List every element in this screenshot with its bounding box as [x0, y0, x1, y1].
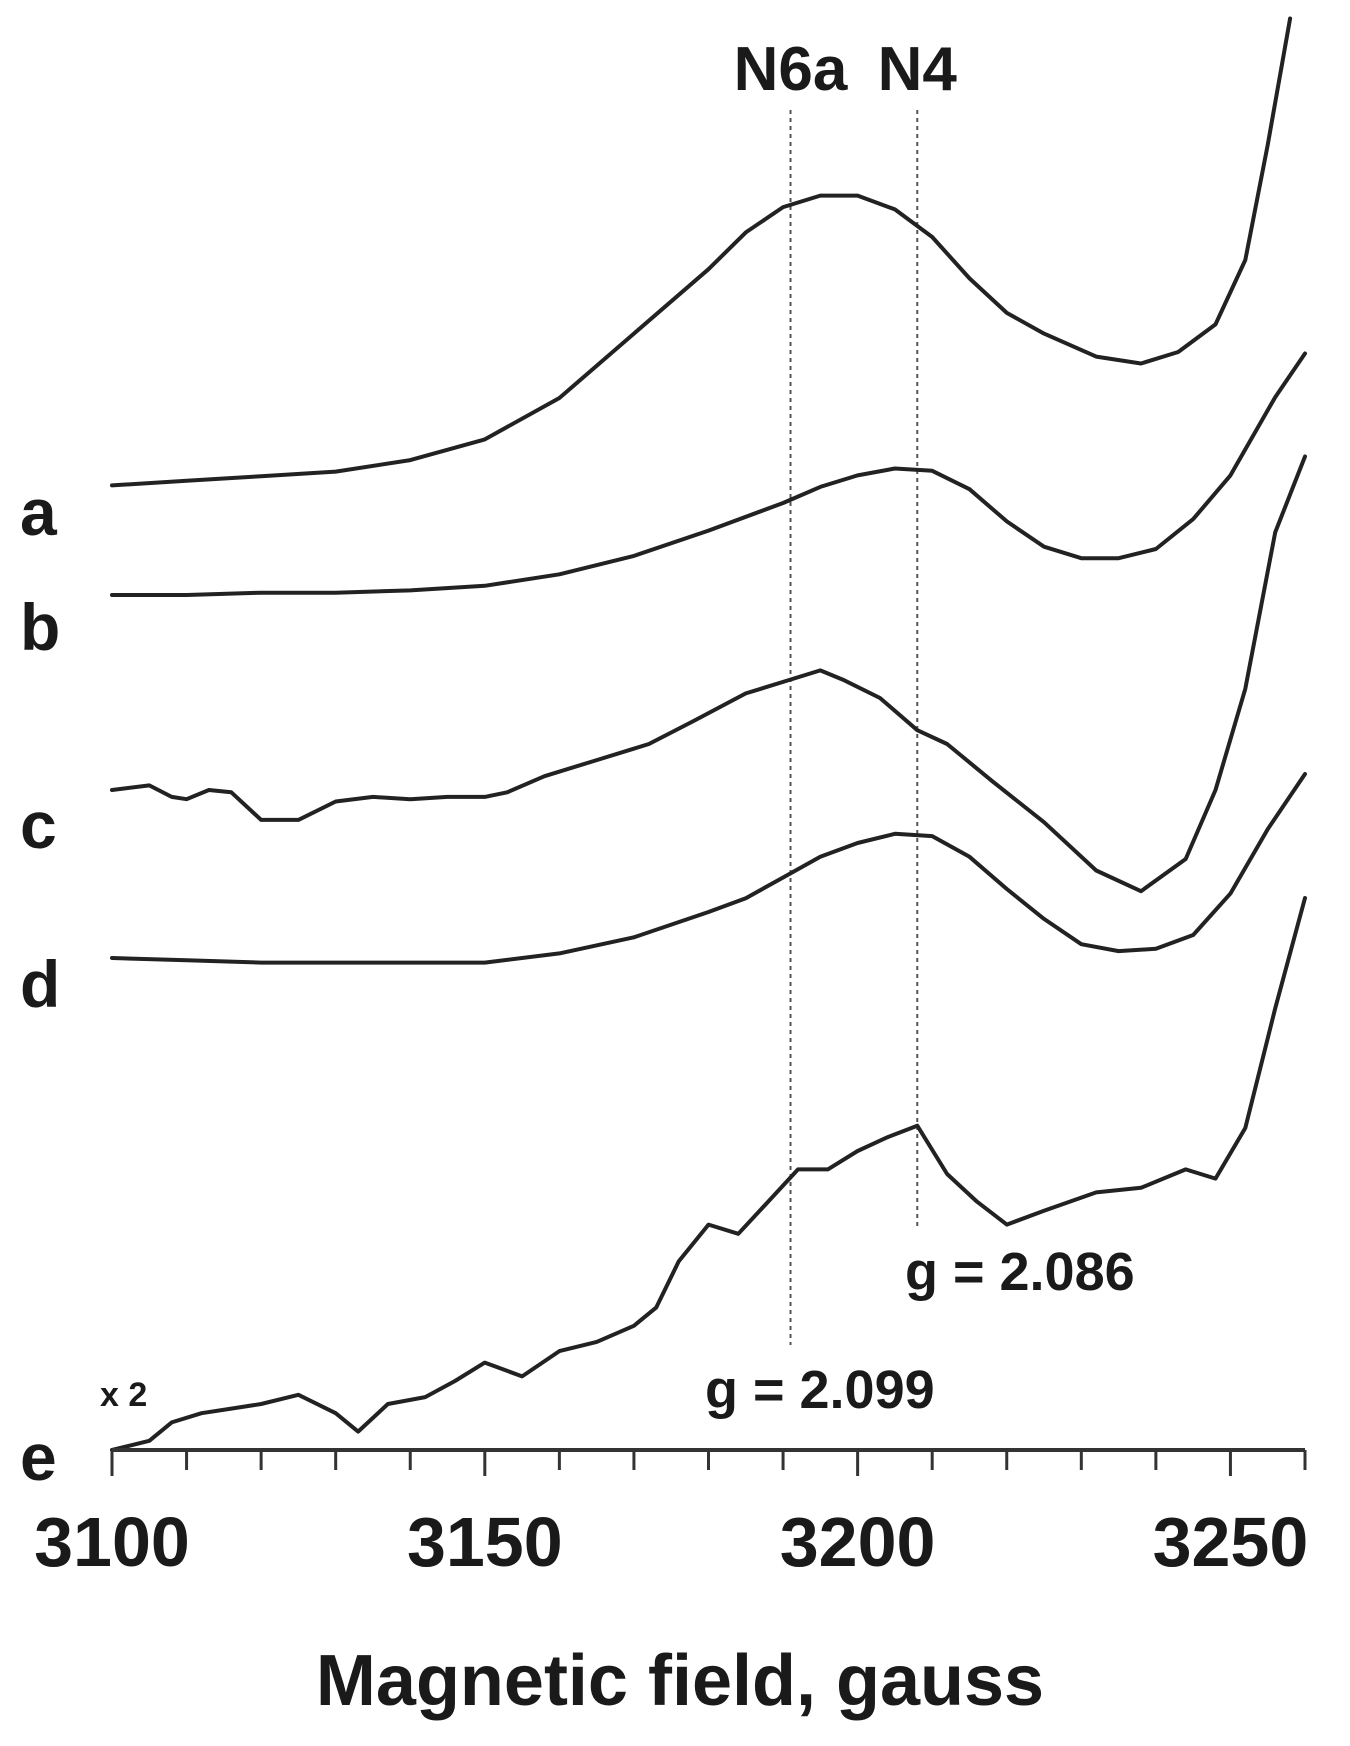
spectrum-trace-a — [112, 19, 1290, 486]
spectrum-trace-c — [112, 457, 1305, 892]
peak-label-n6a: N6a — [734, 35, 848, 104]
peak-label-n4: N4 — [878, 35, 958, 104]
series-label-d: d — [20, 947, 60, 1021]
x-tick-label: 3150 — [407, 1503, 563, 1581]
reference-lines — [791, 110, 918, 1345]
series-labels: ab c d e — [20, 475, 60, 1494]
spectrum-trace-d — [112, 774, 1305, 963]
series-label-c: c — [20, 788, 57, 862]
x-tick-label: 3250 — [1153, 1503, 1309, 1581]
series-label-e: e — [20, 1420, 57, 1494]
scale-factor-label: x 2 — [100, 1376, 147, 1414]
x-axis-title: Magnetic field, gauss — [316, 1641, 1044, 1721]
g-value-label-n6a: g = 2.099 — [705, 1360, 935, 1420]
x-tick-label: 3100 — [34, 1503, 190, 1581]
spectra-traces — [112, 19, 1305, 1451]
g-value-label-n4: g = 2.086 — [905, 1242, 1135, 1302]
x-tick-label: 3200 — [780, 1503, 936, 1581]
x-axis-ticks: 3100 3150 3200 3250 — [34, 1450, 1308, 1581]
series-label-a: a — [20, 475, 58, 549]
series-label-b: b — [20, 590, 60, 664]
